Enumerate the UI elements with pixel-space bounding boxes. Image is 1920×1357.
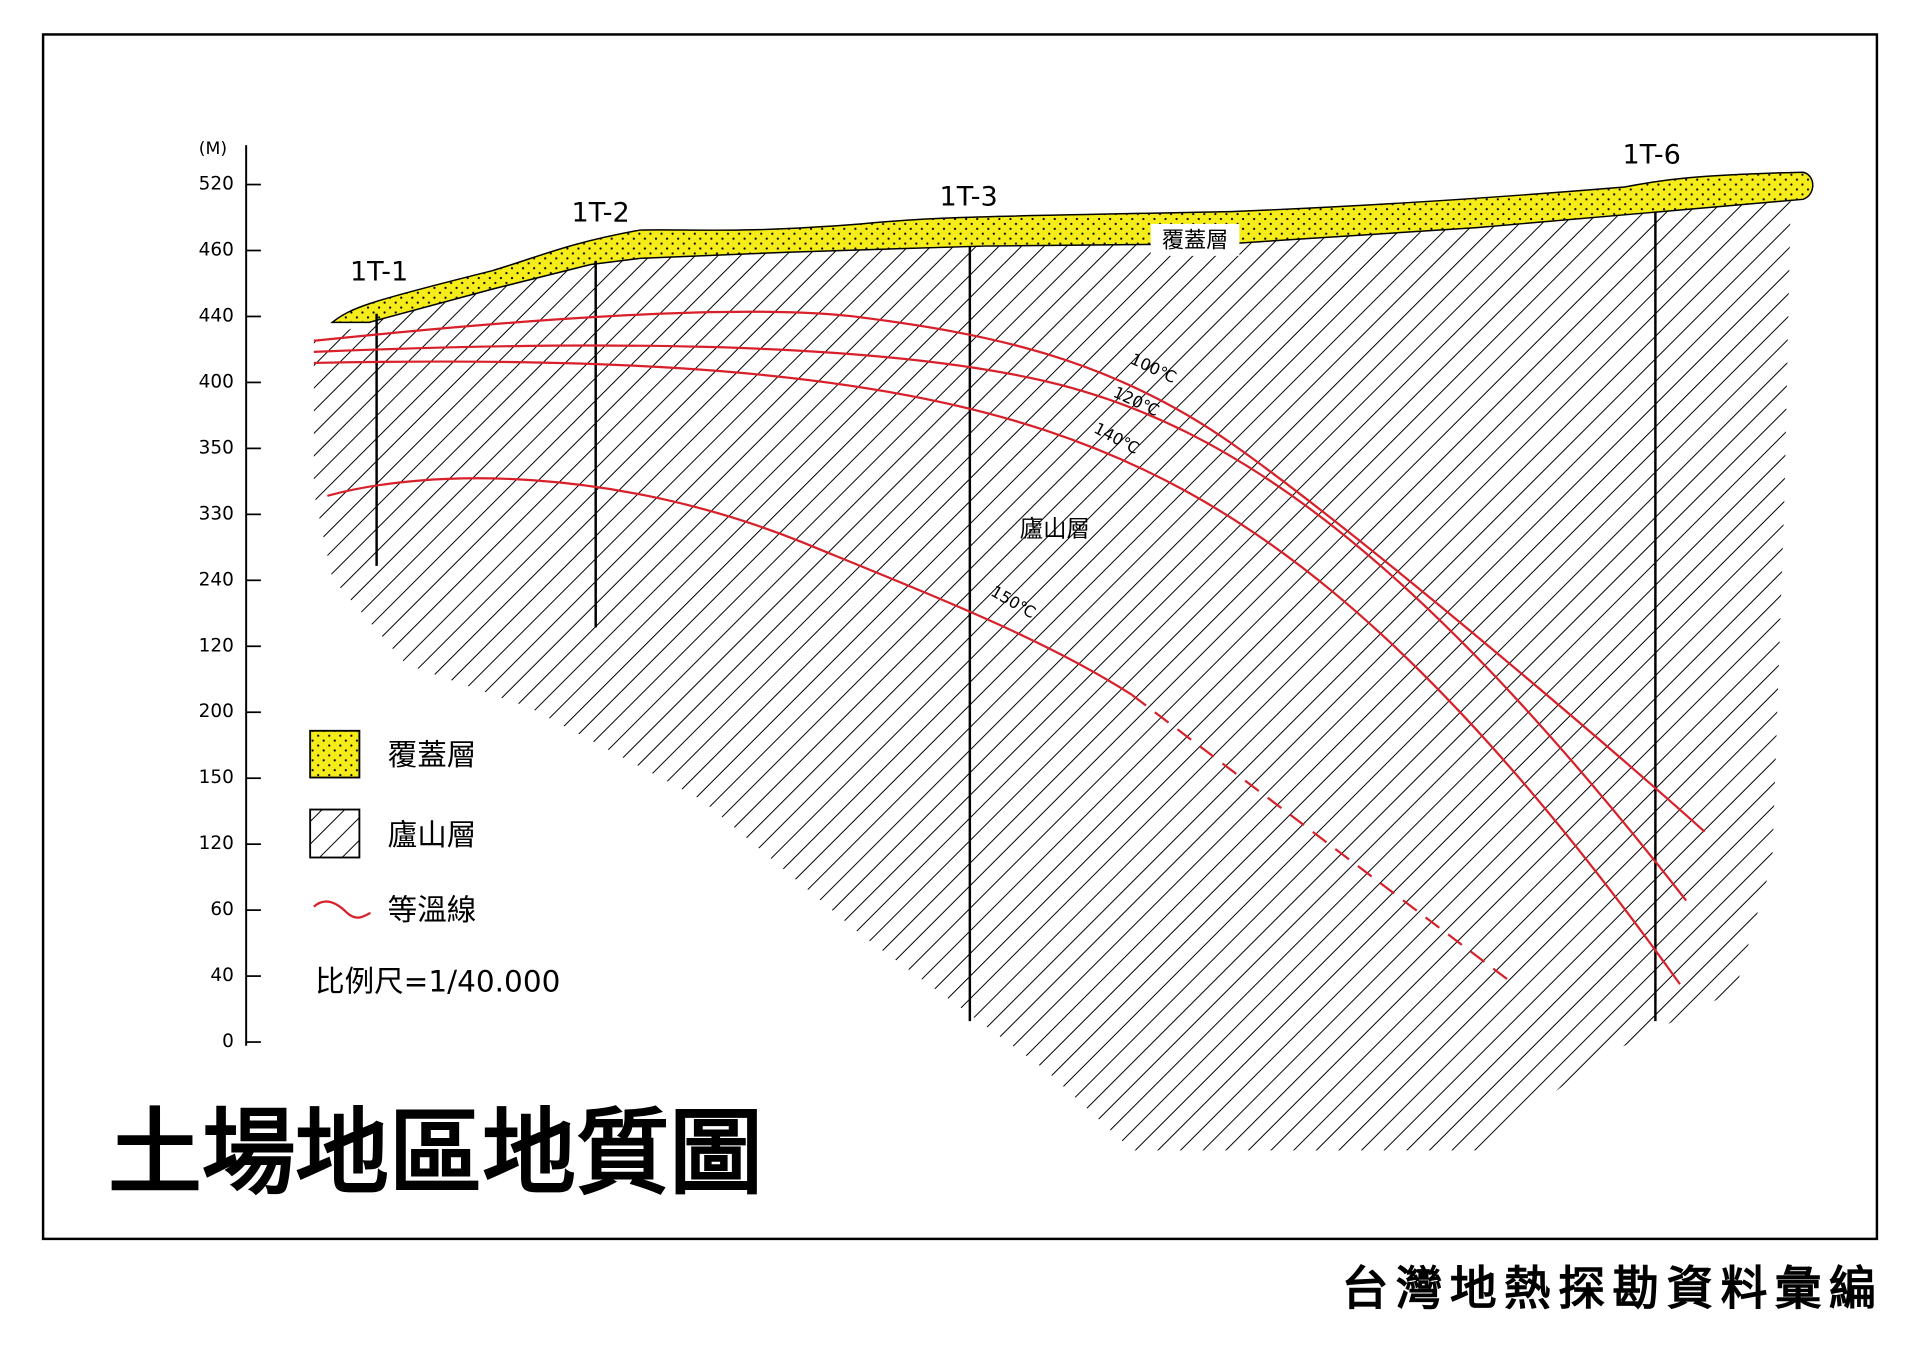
- isotherm: [327, 477, 1133, 697]
- scale-note: 比例尺=1/40.000: [315, 964, 560, 998]
- tick-label: 240: [199, 569, 234, 590]
- layer-label: 廬山層: [1020, 515, 1090, 543]
- tick-label: 460: [199, 240, 234, 261]
- well-label: 1T-1: [350, 257, 408, 288]
- well-label: 1T-2: [571, 198, 629, 229]
- layer-label: 覆蓋層: [1162, 228, 1228, 254]
- tick-label: 330: [199, 503, 234, 524]
- well-label: 1T-6: [1623, 140, 1681, 171]
- source: 台灣地熱探勘資料彙編: [1342, 1262, 1883, 1316]
- legend-label: 覆蓋層: [388, 738, 477, 772]
- tick-label: 120: [199, 833, 234, 854]
- axis-unit: (M): [199, 139, 227, 159]
- legend-swatch: [309, 808, 361, 859]
- isotherm: [313, 360, 1681, 985]
- tick-label: 440: [199, 305, 234, 326]
- frame: [41, 33, 1879, 1241]
- cover-layer: [330, 171, 1814, 324]
- isotherm-dashed: [1131, 694, 1515, 986]
- well-label: 1T-3: [939, 182, 997, 213]
- tick-label: 0: [222, 1031, 234, 1052]
- legend-swatch: [313, 900, 371, 919]
- title: 土場地區地質圖: [108, 1100, 763, 1209]
- isotherms: [313, 310, 1706, 986]
- depth-axis: (M) 520460440400350330240120200150120604…: [199, 139, 261, 1052]
- tick-label: 200: [199, 701, 234, 722]
- legend-label: 廬山層: [388, 818, 477, 852]
- isotherm: [313, 344, 1688, 902]
- tick-label: 60: [210, 899, 233, 920]
- tick-label: 350: [199, 437, 234, 458]
- isotherm: [313, 310, 1706, 833]
- tick-label: 150: [199, 767, 234, 788]
- tick-label: 120: [199, 635, 234, 656]
- tick-label: 40: [210, 965, 233, 986]
- legend-swatch: [309, 729, 361, 779]
- tick-label: 520: [199, 174, 234, 195]
- label-bg: [1150, 223, 1240, 256]
- legend-label: 等溫線: [388, 893, 477, 927]
- tick-label: 400: [199, 371, 234, 392]
- wells: [375, 211, 1657, 1022]
- lushan-formation: [313, 199, 1791, 1151]
